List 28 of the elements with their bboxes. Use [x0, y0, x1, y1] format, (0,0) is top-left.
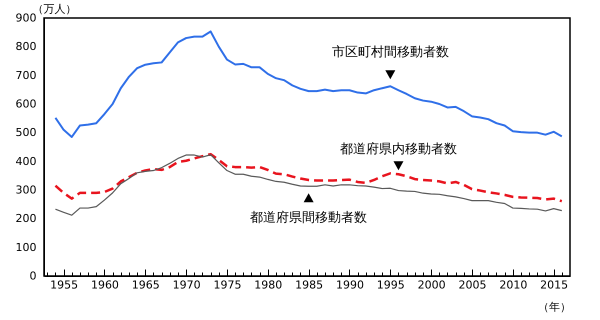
y-tick-label: 300 [16, 184, 36, 196]
series-label: 都道府県内移動者数 [340, 141, 457, 158]
x-tick-label: 2005 [458, 278, 486, 292]
x-tick-label: 1975 [213, 278, 242, 292]
x-tick-label: 2010 [499, 278, 528, 292]
x-tick-label: 2000 [418, 278, 446, 292]
y-tick-label: 600 [16, 98, 36, 110]
y-tick-label: 400 [16, 154, 36, 168]
x-tick-label: 1985 [295, 278, 324, 292]
x-tick-label: 1980 [254, 278, 282, 292]
series-label: 都道府県間移動者数 [250, 209, 368, 226]
line-series [54, 30, 563, 138]
y-tick-label: 200 [16, 212, 36, 226]
y-tick-label: 800 [16, 40, 36, 54]
y-tick-label: 700 [16, 68, 36, 82]
x-tick-label: 1960 [90, 278, 119, 292]
y-tick-label: 500 [16, 126, 36, 140]
x-tick-label: 2015 [540, 278, 568, 292]
x-tick-label: 1955 [50, 278, 78, 292]
x-tick-label: 1995 [376, 278, 405, 292]
y-tick-label: 100 [16, 240, 36, 254]
x-tick-label: 1990 [336, 278, 364, 292]
x-axis-title: （年） [538, 300, 571, 314]
y-tick-label: 0 [30, 270, 36, 282]
text: 市区町村間移動者数 [332, 45, 449, 60]
x-tick-label: 1965 [132, 278, 160, 292]
x-tick-label: 1970 [172, 278, 201, 292]
y-tick-label: 900 [16, 12, 36, 24]
